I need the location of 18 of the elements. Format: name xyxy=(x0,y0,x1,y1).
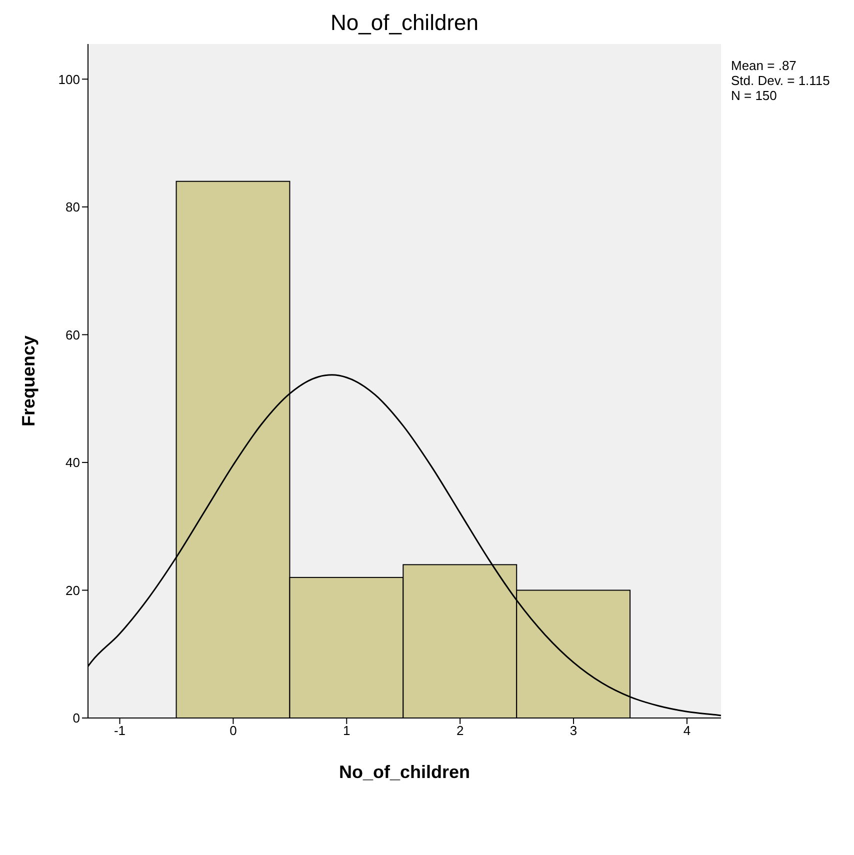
chart-title: No_of_children xyxy=(330,10,480,36)
text: Std. Dev. = 1.115 xyxy=(731,73,830,88)
y-tick-label: 40 xyxy=(66,455,80,470)
x-axis-title: No_of_children xyxy=(338,762,470,782)
x-tick-label: 1 xyxy=(343,723,350,738)
x-tick-label: -1 xyxy=(114,723,126,738)
y-tick-label: 100 xyxy=(58,72,80,87)
y-tick-label: 60 xyxy=(66,327,80,342)
text: Mean = .87 xyxy=(731,58,798,73)
y-tick-label: 80 xyxy=(66,200,80,215)
y-tick-label: 20 xyxy=(66,582,80,598)
x-tick-label: 4 xyxy=(683,723,691,738)
text: N = 150 xyxy=(731,88,778,103)
x-tick-label: 0 xyxy=(230,723,237,738)
x-tick-label: 2 xyxy=(456,723,464,738)
y-tick-label: 0 xyxy=(72,710,80,726)
y-axis-title: Frequency xyxy=(18,335,38,427)
x-tick-label: 3 xyxy=(570,723,578,738)
